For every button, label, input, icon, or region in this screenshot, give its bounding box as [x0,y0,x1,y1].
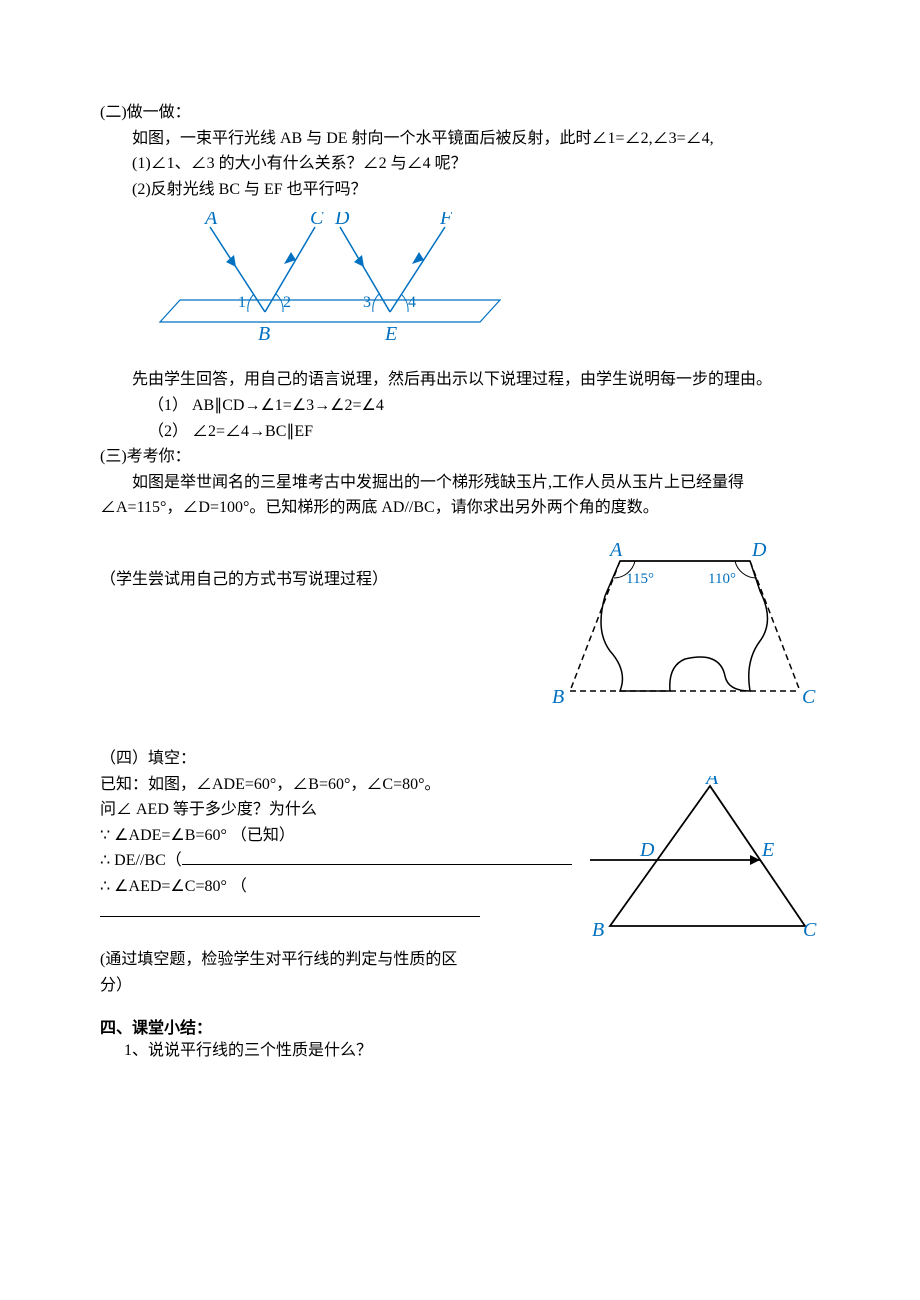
mirror-label-E: E [384,323,397,345]
trap-label-B: B [552,686,564,708]
tri-label-A: A [704,776,719,789]
mirror-label-D: D [334,212,350,229]
summary-q1: 1、说说平行线的三个性质是什么？ [100,1038,820,1064]
section-3-intro: 如图是举世闻名的三星堆考古中发掘出的一个梯形残缺玉片,工作人员从玉片上已经量得∠… [100,470,820,521]
angle-2: 2 [283,294,291,311]
tri-label-B: B [592,919,604,936]
summary-heading: 四、课堂小结： [100,1014,820,1038]
figure-mirror: A C D F B E 1 2 3 4 [150,212,820,357]
fill-blank-2[interactable] [100,916,480,917]
figure-trapezoid: A D B C 115° 110° [550,541,820,716]
angle-3: 3 [363,294,371,311]
section-2: (二)做一做： 如图，一束平行光线 AB 与 DE 射向一个水平镜面后被反射，此… [100,100,820,202]
tri-label-E: E [761,839,774,861]
trap-label-C: C [802,686,816,708]
section-2-intro: 如图，一束平行光线 AB 与 DE 射向一个水平镜面后被反射，此时∠1=∠2,∠… [100,126,820,152]
section-2-step1: （1） AB∥CD→∠1=∠3→∠2=∠4 [100,393,820,419]
mirror-label-B: B [258,323,270,345]
fill-blank-1[interactable] [182,864,572,865]
section-2-q2: (2)反射光线 BC 与 EF 也平行吗？ [100,177,820,203]
mirror-label-A: A [203,212,218,229]
trap-label-D: D [751,541,767,561]
trap-angle-D: 110° [708,571,736,587]
tri-label-D: D [639,839,655,861]
section-4-heading: （四）填空： [100,746,820,772]
section-4-note: (通过填空题，检验学生对平行线的判定与性质的区分） [100,947,480,998]
figure-triangle: A D E B C [590,776,820,941]
line2-prefix: ∴ DE//BC（ [100,852,182,869]
section-3: (三)考考你： 如图是举世闻名的三星堆考古中发掘出的一个梯形残缺玉片,工作人员从… [100,444,820,521]
angle-4: 4 [408,294,416,311]
trap-label-A: A [608,541,623,561]
mirror-label-F: F [439,212,453,229]
mirror-label-C: C [310,212,324,229]
angle-1: 1 [238,294,246,311]
section-3-heading: (三)考考你： [100,444,820,470]
trap-angle-A: 115° [626,571,654,587]
line3-prefix: ∴ ∠AED=∠C=80° （ [100,878,247,895]
summary-section: 四、课堂小结： 1、说说平行线的三个性质是什么？ [100,1014,820,1064]
section-2-step2: （2） ∠2=∠4→BC∥EF [100,419,820,445]
tri-label-C: C [803,919,817,936]
section-2-reasoning: 先由学生回答，用自己的语言说理，然后再出示以下说理过程，由学生说明每一步的理由。… [100,367,820,444]
section-2-q1: (1)∠1、∠3 的大小有什么关系？∠2 与∠4 呢？ [100,151,820,177]
section-2-followup: 先由学生回答，用自己的语言说理，然后再出示以下说理过程，由学生说明每一步的理由。 [100,367,820,393]
section-2-heading: (二)做一做： [100,100,820,126]
page: (二)做一做： 如图，一束平行光线 AB 与 DE 射向一个水平镜面后被反射，此… [0,0,920,1300]
